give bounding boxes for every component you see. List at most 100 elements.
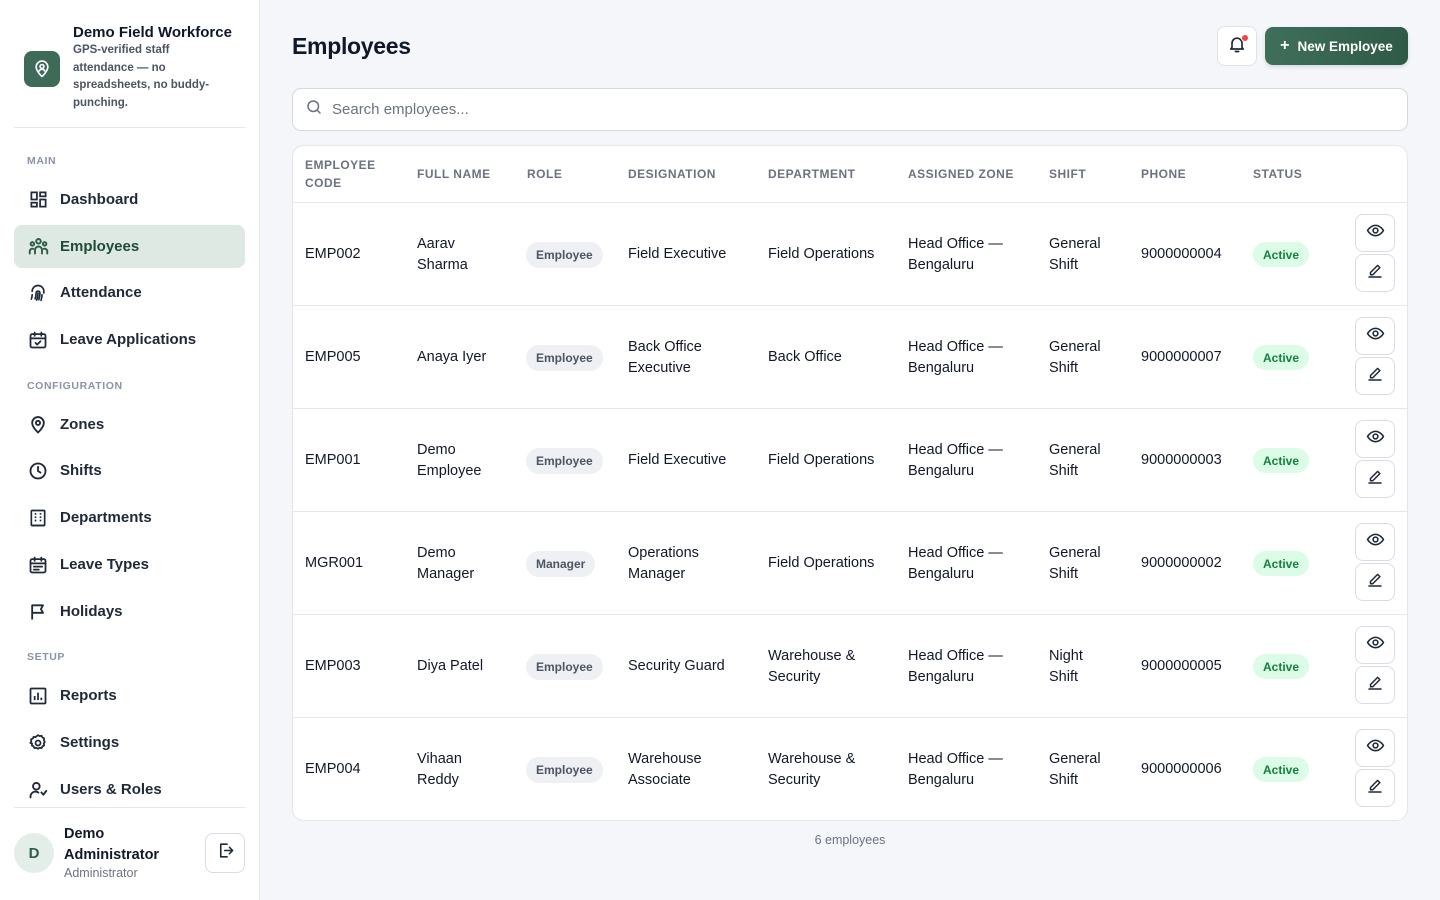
logout-icon	[216, 841, 235, 865]
sidebar-item-shifts[interactable]: Shifts	[14, 449, 245, 492]
view-button[interactable]	[1355, 729, 1395, 767]
column-header-assigned-zone[interactable]: ASSIGNED ZONE	[908, 167, 1014, 181]
brand-subtitle: GPS-verified staff attendance — no sprea…	[73, 44, 210, 109]
sidebar-item-departments[interactable]: Departments	[14, 496, 245, 539]
sidebar-item-attendance[interactable]: Attendance	[14, 271, 245, 314]
cell-assigned-zone: Head Office — Bengaluru	[908, 648, 1003, 685]
role-badge: Employee	[526, 345, 603, 371]
search-input[interactable]	[332, 101, 1232, 118]
cell-employee-code: EMP004	[305, 761, 361, 777]
dashboard-icon	[27, 189, 49, 211]
cell-shift: General Shift	[1049, 545, 1101, 582]
brand-title: Demo Field Workforce	[73, 24, 232, 41]
sidebar-item-settings[interactable]: Settings	[14, 721, 245, 764]
view-button[interactable]	[1355, 317, 1395, 355]
section-label-configuration: CONFIGURATION	[27, 380, 123, 392]
cell-assigned-zone: Head Office — Bengaluru	[908, 545, 1003, 582]
plus-icon: +	[1280, 37, 1290, 54]
cell-department: Field Operations	[768, 555, 875, 571]
edit-button[interactable]	[1355, 357, 1395, 395]
edit-button[interactable]	[1355, 460, 1395, 498]
sidebar-item-label: Employees	[60, 238, 140, 255]
table-row: EMP002 Aarav Sharma Employee Field Executiv…	[293, 203, 1407, 306]
column-header-employee-code[interactable]: EMPLOYEE CODE	[305, 158, 376, 190]
column-header-shift[interactable]: SHIFT	[1049, 167, 1087, 181]
sidebar-item-label: Shifts	[60, 462, 102, 479]
sidebar-item-holidays[interactable]: Holidays	[14, 590, 245, 633]
cell-designation: Operations Manager	[628, 545, 699, 582]
edit-button[interactable]	[1355, 563, 1395, 601]
column-header-department[interactable]: DEPARTMENT	[768, 167, 856, 181]
edit-button[interactable]	[1355, 254, 1395, 292]
notifications-button[interactable]	[1217, 26, 1257, 66]
search-bar	[292, 88, 1408, 131]
cell-phone: 9000000002	[1141, 555, 1222, 571]
cell-shift: General Shift	[1049, 339, 1101, 376]
column-header-designation[interactable]: DESIGNATION	[628, 167, 716, 181]
view-button[interactable]	[1355, 420, 1395, 458]
sidebar-item-dashboard[interactable]: Dashboard	[14, 178, 245, 221]
cell-full-name: Anaya Iyer	[417, 349, 487, 365]
column-header-phone[interactable]: PHONE	[1141, 167, 1187, 181]
sidebar-item-users-roles[interactable]: Users & Roles	[14, 768, 245, 811]
view-button[interactable]	[1355, 214, 1395, 252]
sidebar-item-leave-types[interactable]: Leave Types	[14, 543, 245, 586]
column-header-role[interactable]: ROLE	[527, 167, 563, 181]
cell-phone: 9000000006	[1141, 761, 1222, 777]
pencil-icon	[1366, 674, 1384, 697]
cell-assigned-zone: Head Office — Bengaluru	[908, 236, 1003, 273]
search-icon	[305, 98, 323, 121]
view-button[interactable]	[1355, 626, 1395, 664]
cell-assigned-zone: Head Office — Bengaluru	[908, 339, 1003, 376]
new-employee-button[interactable]: + New Employee	[1265, 27, 1408, 65]
cell-shift: General Shift	[1049, 442, 1101, 479]
calendar-check-icon	[27, 329, 49, 351]
eye-icon	[1366, 221, 1385, 245]
avatar: D	[14, 833, 54, 873]
column-header-status[interactable]: STATUS	[1253, 167, 1303, 181]
eye-icon	[1366, 530, 1385, 554]
edit-button[interactable]	[1355, 666, 1395, 704]
sidebar-item-employees[interactable]: Employees	[14, 225, 245, 268]
view-button[interactable]	[1355, 523, 1395, 561]
sidebar-item-reports[interactable]: Reports	[14, 674, 245, 717]
bar-chart-icon	[27, 685, 49, 707]
column-header-full-name[interactable]: FULL NAME	[417, 167, 491, 181]
user-profile: D Demo Administrator Administrator	[14, 807, 245, 897]
table-row: EMP005 Anaya Iyer Employee Back Office Exec…	[293, 306, 1407, 409]
status-badge: Active	[1253, 242, 1310, 267]
sidebar-item-label: Attendance	[60, 284, 142, 301]
brand: Demo Field Workforce GPS-verified staff …	[14, 14, 245, 128]
sidebar-item-label: Settings	[60, 734, 120, 751]
table-row: MGR001 Demo Manager Manager Operations Mana…	[293, 512, 1407, 615]
user-role: Administrator	[64, 866, 138, 880]
cell-phone: 9000000007	[1141, 349, 1222, 365]
cell-full-name: Demo Manager	[417, 545, 475, 582]
eye-icon	[1366, 633, 1385, 657]
cell-designation: Warehouse Associate	[628, 751, 702, 788]
cell-full-name: Vihaan Reddy	[417, 751, 462, 788]
cell-employee-code: EMP002	[305, 246, 361, 262]
users-group-icon	[27, 236, 49, 258]
sidebar-item-label: Holidays	[60, 603, 123, 620]
cell-department: Warehouse & Security	[768, 648, 856, 685]
role-badge: Employee	[526, 242, 603, 268]
status-badge: Active	[1253, 345, 1310, 370]
cell-department: Back Office	[768, 349, 842, 365]
cell-employee-code: EMP005	[305, 349, 361, 365]
cell-designation: Field Executive	[628, 452, 727, 468]
gear-icon	[27, 732, 49, 754]
cell-phone: 9000000005	[1141, 658, 1222, 674]
pencil-icon	[1366, 365, 1384, 388]
pencil-icon	[1366, 777, 1384, 800]
table-row: EMP001 Demo Employee Employee Field Executi…	[293, 409, 1407, 512]
role-badge: Employee	[526, 654, 603, 680]
sidebar-item-leave-applications[interactable]: Leave Applications	[14, 318, 245, 361]
logout-button[interactable]	[205, 833, 245, 873]
edit-button[interactable]	[1355, 769, 1395, 807]
cell-employee-code: EMP001	[305, 452, 361, 468]
sidebar-item-zones[interactable]: Zones	[14, 403, 245, 446]
cell-employee-code: EMP003	[305, 658, 361, 674]
cell-full-name: Demo Employee	[417, 442, 482, 479]
cell-department: Field Operations	[768, 452, 875, 468]
